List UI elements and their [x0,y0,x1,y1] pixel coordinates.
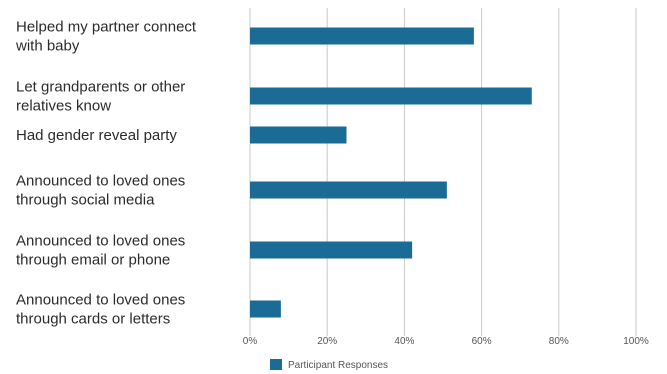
bar [250,300,281,318]
category-label-line: through social media [16,192,155,209]
bar [250,87,532,105]
category-label-line: Announced to loved ones [16,292,185,309]
category-label-line: Helped my partner connect [16,19,197,36]
category-label-line: through cards or letters [16,311,170,328]
category-label-line: Had gender reveal party [16,127,177,144]
x-tick-label: 40% [394,336,414,347]
bar [250,181,447,199]
category-label: Let grandparents or other relatives know [16,79,185,115]
category-label: Announced to loved ones through cards or … [16,292,185,328]
legend: Participant Responses [270,359,388,371]
category-labels: Helped my partner connect with baby Let gr… [15,19,197,328]
legend-swatch [270,359,282,370]
category-label-line: Let grandparents or other [16,79,185,96]
category-label: Announced to loved ones through social me… [16,173,185,209]
x-tick-labels: 0% 20% 40% 60% 80% 100% [243,336,649,347]
x-tick-label: 60% [472,336,492,347]
category-label-line: through email or phone [16,252,170,269]
bar [250,27,474,45]
bars [250,27,532,318]
category-label-line: relatives know [16,98,111,115]
category-label: Announced to loved ones through email or … [16,233,185,269]
x-tick-label: 20% [317,336,337,347]
category-label-line: Announced to loved ones [16,233,185,250]
category-label-line: Announced to loved ones [16,173,185,190]
bar [250,241,413,259]
category-label: Helped my partner connect with baby [15,19,197,55]
legend-label: Participant Responses [288,360,388,371]
x-tick-label: 0% [243,336,258,347]
x-tick-label: 100% [623,336,649,347]
category-label: Had gender reveal party [16,127,177,144]
gridlines [249,8,637,336]
bar [250,126,347,144]
x-tick-label: 80% [549,336,569,347]
category-label-line: with baby [15,38,80,55]
